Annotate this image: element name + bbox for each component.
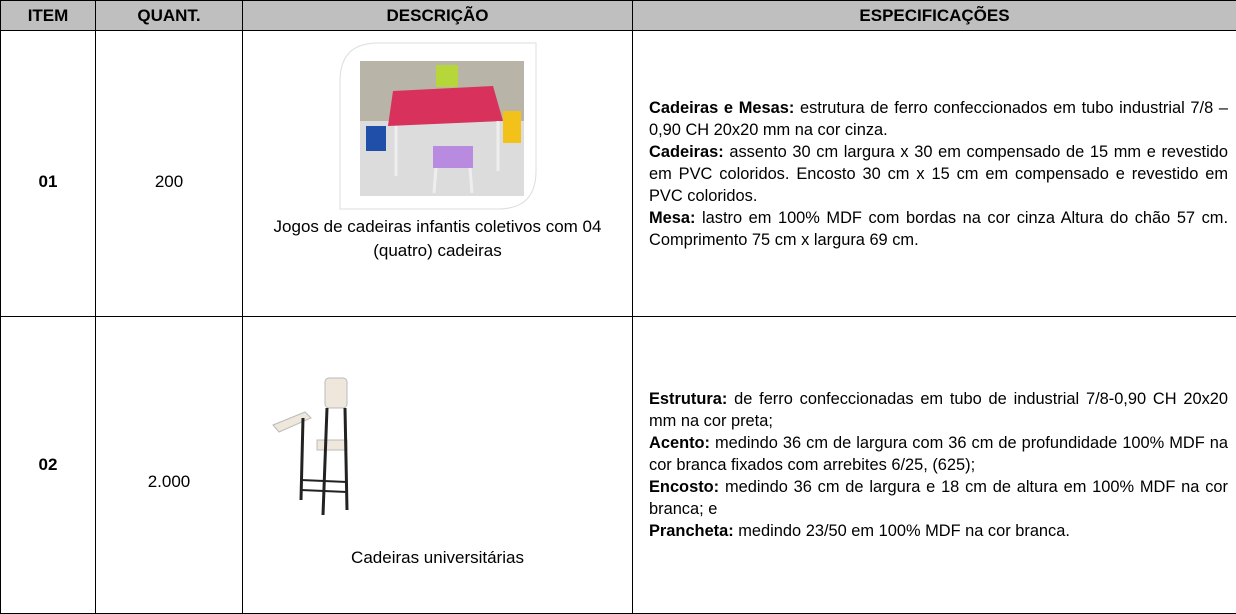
quantity-cell: 2.000	[96, 317, 243, 614]
row: 01 200 Jogos de cadeiras infantis coleti…	[1, 31, 1236, 317]
header-row: ITEM QUANT. DESCRIÇÃO ESPECIFICAÇÕES	[1, 1, 1236, 31]
row: 02 2.000 Cadeiras universitárias Estrutu…	[1, 317, 1236, 614]
spec-label: Estrutura:	[649, 390, 727, 408]
spec-text: assento 30 cm largura x 30 em compensado…	[649, 143, 1228, 205]
header-cell: ITEM	[1, 1, 96, 31]
specifications-cell: Estrutura: de ferro confeccionadas em tu…	[633, 317, 1236, 614]
spec-text: medindo 36 cm de largura e 18 cm de altu…	[649, 478, 1228, 518]
spec-text: de ferro confeccionadas em tubo de indus…	[649, 390, 1228, 430]
product-image	[338, 41, 538, 211]
spec-label: Encosto:	[649, 478, 719, 496]
specifications-cell: Cadeiras e Mesas: estrutura de ferro con…	[633, 31, 1236, 317]
spec-text: lastro em 100% MDF com bordas na cor cin…	[649, 209, 1228, 249]
header-cell: QUANT.	[96, 1, 243, 31]
spec-label: Acento:	[649, 434, 710, 452]
spec-text: medindo 23/50 em 100% MDF na cor branca.	[738, 522, 1070, 540]
spec-label: Mesa:	[649, 209, 695, 227]
spec-label: Cadeiras e Mesas:	[649, 99, 794, 117]
quantity-cell: 200	[96, 31, 243, 317]
header-cell: DESCRIÇÃO	[243, 1, 633, 31]
description: Cadeiras universitárias	[243, 546, 632, 570]
description-wrap: Cadeiras universitárias	[243, 370, 632, 560]
description: Jogos de cadeiras infantis coletivos com…	[243, 215, 632, 263]
header-cell: ESPECIFICAÇÕES	[633, 1, 1236, 31]
description-cell: Cadeiras universitárias	[243, 317, 633, 614]
spec-label: Prancheta:	[649, 522, 734, 540]
spec-text: medindo 36 cm de largura com 36 cm de pr…	[649, 434, 1228, 474]
item-cell: 02	[1, 317, 96, 614]
item-cell: 01	[1, 31, 96, 317]
description-cell: Jogos de cadeiras infantis coletivos com…	[243, 31, 633, 317]
spec-label: Cadeiras:	[649, 143, 724, 161]
product-image	[265, 370, 375, 520]
